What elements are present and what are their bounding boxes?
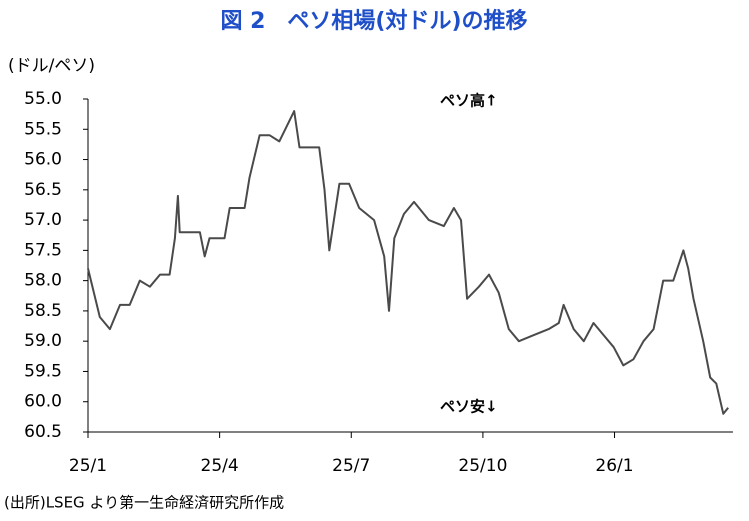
y-tick-label: 59.0 [24,331,62,351]
y-tick-label: 59.5 [24,361,62,381]
x-tick-label: 25/4 [201,456,239,476]
y-tick-label: 56.5 [24,180,62,200]
x-tick-label: 25/10 [458,456,507,476]
y-tick-label: 55.5 [24,119,62,139]
y-tick-label: 57.5 [24,240,62,260]
annotation: ペソ高↑ [440,92,498,110]
source-note: (出所)LSEG より第一生命経済研究所作成 [4,494,284,512]
data-line [87,110,729,415]
y-axis-label: (ドル/ペソ) [8,56,95,76]
y-tick-label: 58.5 [24,301,62,321]
y-tick-label: 57.0 [24,210,62,230]
y-tick-label: 56.0 [24,150,62,170]
y-tick-label: 55.0 [24,89,62,109]
x-tick-label: 25/1 [69,456,107,476]
y-tick-label: 60.0 [24,392,62,412]
y-tick-label: 60.5 [24,422,62,442]
x-tick-label: 25/7 [332,456,370,476]
chart-title: 図 2 ペソ相場(対ドル)の推移 [220,8,527,34]
x-tick-label: 26/1 [595,456,633,476]
annotation: ペソ安↓ [440,398,498,416]
y-tick-label: 58.0 [24,271,62,291]
